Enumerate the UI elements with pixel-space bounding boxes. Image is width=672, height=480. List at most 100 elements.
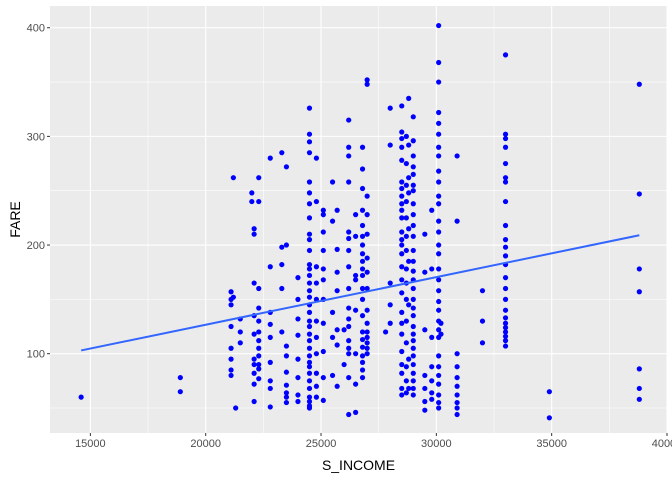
data-point: [479, 340, 486, 346]
data-point: [406, 95, 412, 101]
data-point: [313, 351, 320, 357]
major-gridlines: [50, 6, 668, 433]
data-point: [346, 247, 352, 254]
data-point: [177, 374, 183, 381]
data-point: [306, 309, 313, 315]
data-point: [353, 409, 359, 415]
data-point: [306, 201, 313, 207]
data-point: [249, 190, 255, 196]
data-point: [399, 348, 405, 355]
data-point: [267, 404, 273, 410]
data-point: [353, 233, 359, 239]
data-point: [429, 396, 435, 402]
data-point: [436, 120, 442, 126]
data-point: [410, 323, 416, 330]
data-point: [313, 394, 320, 400]
data-point: [359, 144, 366, 150]
data-point: [267, 155, 273, 161]
data-point: [436, 298, 442, 305]
x-tick-label: 30000: [421, 438, 452, 450]
data-point: [399, 237, 405, 243]
data-point: [230, 294, 236, 300]
data-point: [283, 343, 290, 349]
data-point: [283, 353, 290, 359]
data-point: [306, 353, 313, 359]
data-point: [256, 366, 262, 372]
data-point: [306, 261, 313, 268]
data-point: [228, 302, 234, 308]
data-point: [436, 364, 442, 370]
data-point: [436, 79, 442, 85]
data-point: [346, 305, 352, 311]
data-point: [502, 338, 509, 344]
data-point: [399, 290, 405, 296]
data-point: [454, 218, 460, 224]
data-point: [353, 212, 359, 218]
y-tick-label: 300: [27, 131, 45, 143]
x-tick-label: 15000: [75, 438, 106, 450]
data-point: [306, 294, 313, 300]
data-point: [422, 269, 428, 275]
data-point: [364, 329, 370, 335]
data-point: [313, 155, 320, 161]
data-point: [399, 103, 405, 109]
data-point: [399, 157, 405, 163]
data-point: [636, 266, 642, 272]
data-point: [364, 307, 370, 313]
data-point: [502, 343, 509, 349]
data-point: [429, 266, 435, 272]
data-point: [387, 302, 393, 308]
data-point: [306, 378, 313, 384]
data-point: [283, 242, 290, 248]
data-point: [306, 272, 313, 279]
data-point: [454, 374, 460, 381]
data-point: [436, 179, 442, 185]
data-point: [364, 231, 370, 237]
data-point: [306, 280, 313, 286]
data-point: [346, 229, 352, 235]
data-point: [410, 247, 416, 254]
data-point: [306, 150, 313, 156]
trend-line: [80, 234, 640, 352]
data-point: [502, 307, 509, 313]
data-point: [306, 179, 313, 185]
data-point: [320, 374, 326, 381]
data-point: [410, 164, 416, 170]
data-point: [436, 266, 442, 272]
data-point: [454, 351, 460, 357]
data-point: [479, 318, 486, 324]
data-point: [320, 397, 326, 404]
data-point: [334, 207, 340, 213]
data-point: [353, 277, 359, 283]
data-point: [341, 361, 347, 368]
y-tick-label: 100: [27, 349, 45, 361]
data-point: [410, 258, 416, 264]
data-point: [228, 323, 234, 330]
data-point: [403, 340, 409, 346]
data-point: [353, 307, 359, 313]
data-point: [399, 207, 405, 213]
data-point: [313, 383, 320, 389]
data-point: [502, 320, 509, 326]
data-point: [228, 356, 234, 362]
data-point: [410, 285, 416, 292]
data-point: [329, 334, 336, 340]
data-point: [436, 193, 442, 199]
data-point: [399, 135, 405, 142]
data-point: [267, 385, 273, 392]
data-point: [359, 344, 366, 350]
data-point: [410, 182, 416, 188]
data-point: [410, 212, 416, 218]
y-tick-label: 400: [27, 23, 45, 35]
data-point: [502, 329, 509, 335]
data-point: [454, 405, 460, 411]
data-point: [353, 381, 359, 387]
data-point: [403, 215, 409, 221]
data-point: [399, 193, 405, 199]
data-point: [422, 407, 428, 413]
data-point: [359, 185, 366, 192]
data-point: [436, 405, 442, 411]
data-point: [306, 139, 313, 145]
data-point: [636, 396, 642, 402]
data-point: [502, 244, 509, 250]
